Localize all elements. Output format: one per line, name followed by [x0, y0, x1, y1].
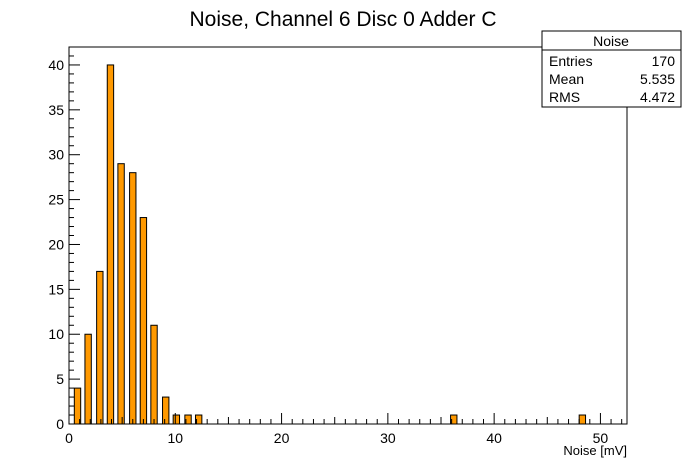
histogram-bar-13 — [578, 414, 587, 425]
y-tick-label-10: 10 — [48, 326, 64, 342]
y-tick-label-40: 40 — [48, 57, 64, 73]
histogram-bar-8 — [162, 396, 170, 425]
bars-group — [73, 64, 587, 425]
stats-mean-label: Mean — [549, 71, 584, 87]
histogram-bar-3 — [106, 64, 115, 425]
y-tick-label-15: 15 — [48, 281, 64, 297]
stats-rms-value: 4.472 — [640, 89, 675, 105]
x-tick-label-10: 10 — [167, 430, 183, 446]
histogram-bar-4 — [117, 163, 125, 425]
x-axis-label: Noise [mV] — [563, 443, 627, 458]
x-tick-label-0: 0 — [65, 430, 73, 446]
histogram-bar-7 — [150, 324, 158, 425]
histogram-bar-2 — [96, 270, 104, 425]
stats-rms-label: RMS — [549, 89, 580, 105]
stats-box-title: Noise — [593, 33, 629, 49]
stats-box: Noise Entries 170 Mean 5.535 RMS 4.472 — [541, 30, 682, 108]
y-tick-label-0: 0 — [56, 416, 64, 432]
y-tick-label-35: 35 — [48, 102, 64, 118]
y-tick-label-20: 20 — [48, 236, 64, 252]
histogram-bar-1 — [84, 333, 92, 425]
x-tick-label-20: 20 — [274, 430, 290, 446]
y-tick-label-30: 30 — [48, 147, 64, 163]
stats-entries-label: Entries — [549, 53, 593, 69]
axes-group: 0 10 20 30 40 50 0 5 10 15 20 25 30 35 40 — [48, 46, 623, 446]
histogram-bar-6 — [139, 217, 148, 425]
x-tick-label-40: 40 — [486, 430, 502, 446]
histogram-bar-0 — [73, 387, 82, 425]
stats-mean-value: 5.535 — [640, 71, 675, 87]
x-tick-label-30: 30 — [380, 430, 396, 446]
y-tick-label-25: 25 — [48, 192, 64, 208]
chart-title: Noise, Channel 6 Disc 0 Adder C — [190, 8, 497, 31]
histogram-bar-9 — [172, 414, 181, 425]
y-tick-label-5: 5 — [56, 371, 64, 387]
histogram-bar-5 — [129, 172, 137, 425]
stats-entries-value: 170 — [652, 53, 676, 69]
x-tick-label-50: 50 — [593, 430, 609, 446]
